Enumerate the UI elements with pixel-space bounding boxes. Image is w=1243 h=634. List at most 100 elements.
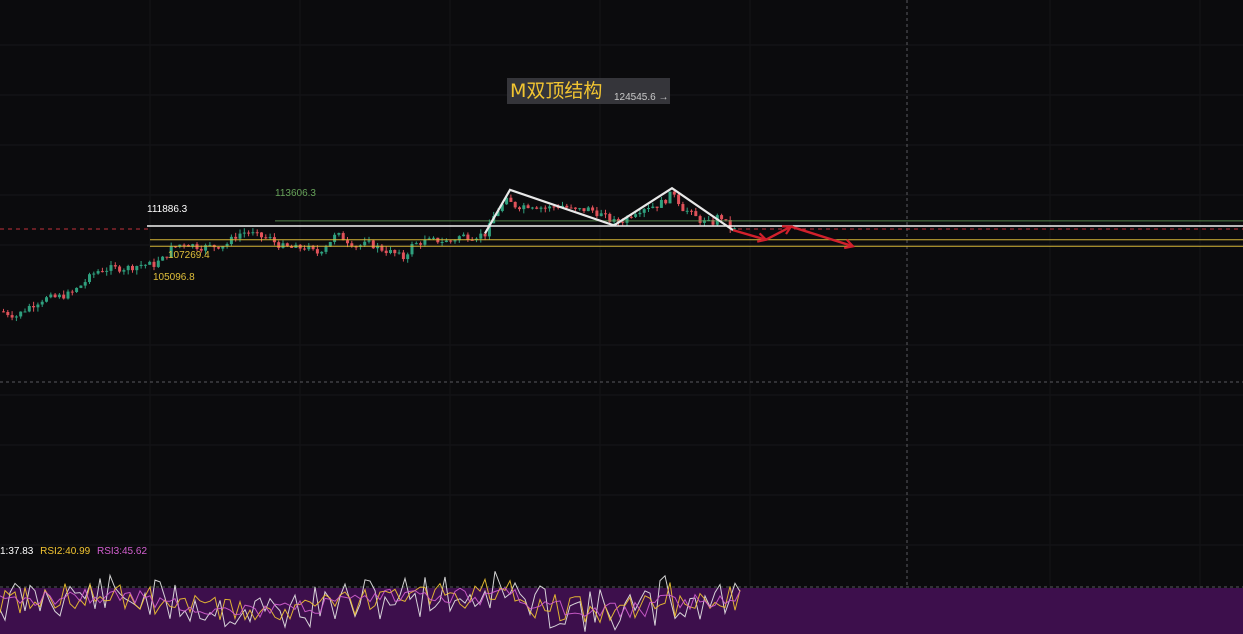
candle-body xyxy=(483,233,487,237)
candle-body xyxy=(444,240,448,243)
m-top-line xyxy=(484,186,734,234)
candle-body xyxy=(702,220,706,223)
candle-body xyxy=(290,246,294,248)
candle-body xyxy=(122,270,126,272)
candle-body xyxy=(470,239,474,241)
candle-body xyxy=(440,242,444,244)
candle-body xyxy=(337,233,341,235)
candle-body xyxy=(406,254,410,260)
candle-body xyxy=(264,237,268,239)
candle-body xyxy=(539,207,543,209)
candle-body xyxy=(328,241,332,247)
candle-body xyxy=(191,244,195,247)
projection-arrow xyxy=(790,225,854,248)
candle-body xyxy=(509,197,513,202)
candle-body xyxy=(659,199,663,208)
candle-body xyxy=(199,248,203,251)
candle-body xyxy=(389,250,392,254)
candle-body xyxy=(548,206,552,209)
candle-body xyxy=(92,273,96,275)
candle-body xyxy=(591,207,595,211)
rsi-line-3 xyxy=(0,587,741,619)
candle-body xyxy=(354,246,358,248)
candle-body xyxy=(664,199,668,204)
candle-body xyxy=(96,271,100,274)
candle-body xyxy=(148,261,152,265)
candle-body xyxy=(487,223,491,237)
candle-body xyxy=(333,234,337,242)
candle-body xyxy=(255,232,259,234)
rsi3-value: RSI3:45.62 xyxy=(96,546,148,557)
candle-body xyxy=(599,213,603,217)
candle-body xyxy=(277,242,281,248)
candle-body xyxy=(401,252,405,260)
candle-body xyxy=(341,233,345,241)
projection-arrows xyxy=(732,225,856,250)
candle-body xyxy=(479,233,483,239)
candle-body xyxy=(393,250,397,254)
candle-body xyxy=(350,243,354,247)
candle-body xyxy=(126,265,130,271)
candle-body xyxy=(66,291,70,299)
candle-body xyxy=(655,206,659,208)
rsi-line-1 xyxy=(0,571,741,632)
candle-body xyxy=(45,297,48,302)
candle-body xyxy=(621,221,625,223)
candle-body xyxy=(139,264,143,267)
candle-body xyxy=(346,240,349,244)
candle-body xyxy=(629,216,633,218)
candle-body xyxy=(242,232,246,234)
candle-body xyxy=(711,219,715,225)
candle-body xyxy=(165,256,169,258)
candle-body xyxy=(582,208,586,212)
candle-body xyxy=(260,232,263,238)
candle-body xyxy=(178,244,182,247)
candle-body xyxy=(565,205,569,208)
candle-body xyxy=(281,243,285,248)
candle-body xyxy=(733,228,736,230)
candle-body xyxy=(182,244,186,246)
candle-body xyxy=(156,260,160,267)
level-lines xyxy=(147,220,1243,247)
candle-body xyxy=(414,243,418,245)
candle-body xyxy=(229,236,233,245)
candle-body xyxy=(690,210,693,212)
candle-body xyxy=(40,301,44,305)
candle-body xyxy=(113,265,117,267)
candle-body xyxy=(522,205,526,210)
candle-body xyxy=(642,209,646,213)
candle-body xyxy=(57,294,61,298)
candle-body xyxy=(83,282,87,286)
candle-body xyxy=(625,216,629,223)
candle-body xyxy=(556,206,560,208)
candle-body xyxy=(397,252,401,254)
candle-body xyxy=(449,240,453,242)
candle-body xyxy=(36,304,40,308)
candle-body xyxy=(19,311,23,317)
candle-body xyxy=(204,245,208,251)
candle-body xyxy=(152,261,156,267)
pattern-annotation: M双顶结构 124545.6 → xyxy=(507,78,670,104)
candle-body xyxy=(14,316,18,318)
candle-body xyxy=(608,213,612,222)
rsi1-value: 1:37.83 xyxy=(0,546,34,557)
candle-body xyxy=(419,243,423,245)
candlestick-series xyxy=(2,189,736,322)
candle-body xyxy=(161,256,165,261)
candle-body xyxy=(526,205,530,209)
candle-body xyxy=(530,207,534,209)
candle-body xyxy=(234,236,238,239)
candle-body xyxy=(672,191,676,195)
candle-body xyxy=(79,285,83,288)
candle-body xyxy=(513,201,517,208)
level-label-105096: 105096.8 xyxy=(153,272,195,283)
candle-body xyxy=(174,246,177,248)
candle-body xyxy=(27,305,31,312)
level-label-111886: 111886.3 xyxy=(147,204,188,215)
candle-body xyxy=(363,241,367,246)
candle-body xyxy=(49,294,53,298)
candle-body xyxy=(543,207,547,209)
candle-body xyxy=(371,240,375,249)
rsi-overbought-zone xyxy=(0,588,1243,634)
